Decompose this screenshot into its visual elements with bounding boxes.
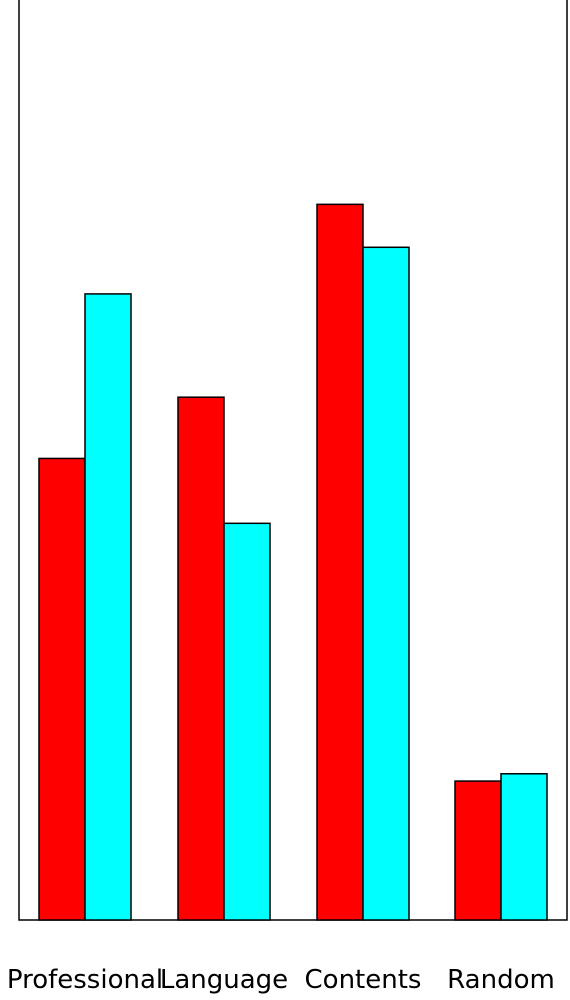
category-label-random: Random [447, 965, 555, 995]
bar-random-series-2 [500, 773, 548, 921]
bar-language-series-2 [223, 522, 271, 921]
bar-contents-series-1 [316, 203, 364, 921]
bars-group [38, 203, 548, 921]
bar-language-series-1 [177, 396, 225, 921]
bar-professional-series-1 [38, 457, 86, 921]
category-label-language: Language [160, 965, 288, 995]
bar-contents-series-2 [362, 246, 410, 921]
bar-random-series-1 [454, 780, 502, 921]
category-label-professional: Professional [7, 965, 163, 995]
category-label-contents: Contents [305, 965, 422, 995]
bar-professional-series-2 [84, 293, 132, 921]
